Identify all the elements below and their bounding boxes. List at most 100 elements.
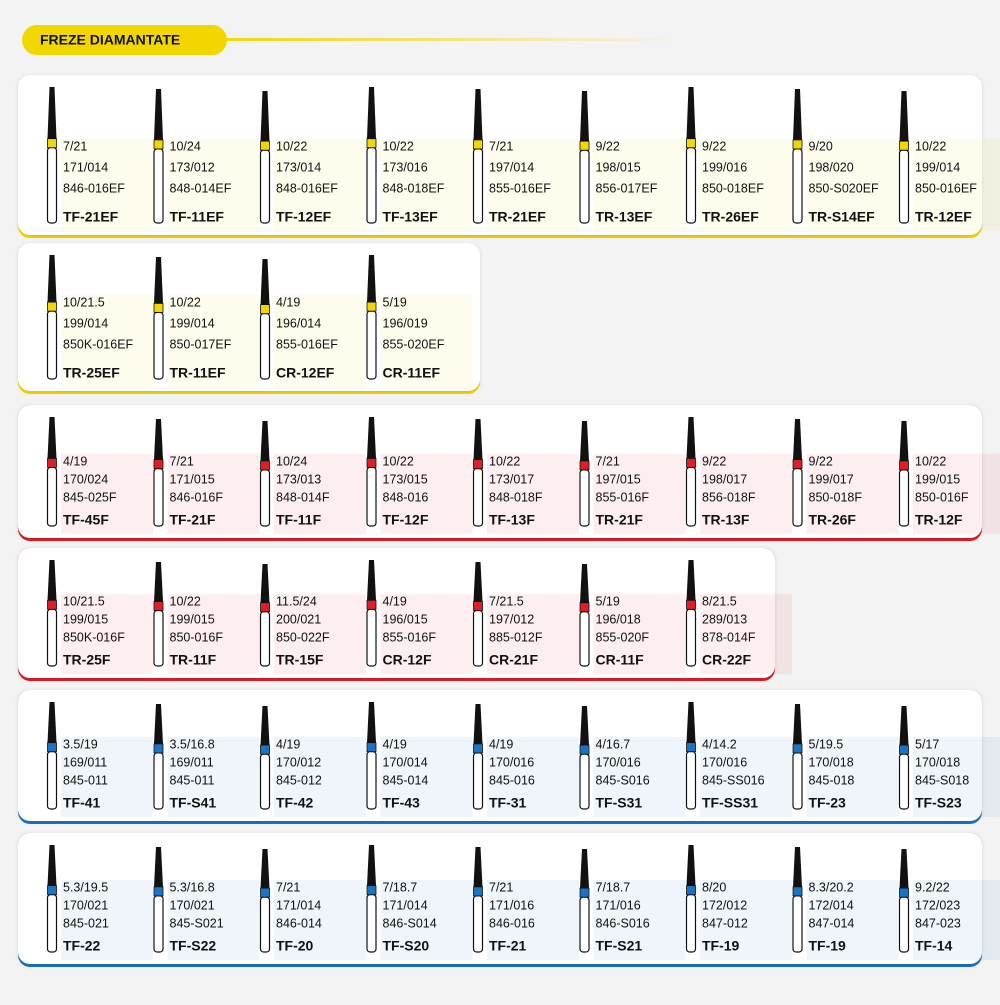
bur-tip	[899, 706, 909, 746]
bur-band	[260, 304, 270, 315]
bur-band	[153, 459, 164, 470]
text-backdrop	[806, 454, 899, 534]
bur-band	[47, 599, 57, 610]
bur-tip	[580, 91, 589, 142]
bur-shank	[259, 896, 271, 953]
bur-tip	[686, 417, 696, 459]
spec-line: 847-014	[809, 916, 855, 930]
bur-band	[366, 458, 377, 468]
text-backdrop	[487, 139, 579, 231]
model-code: TF-43	[383, 795, 421, 811]
spec-line: 8/20	[702, 880, 726, 894]
model-code: TF-S31	[596, 795, 643, 811]
bur-tip	[260, 259, 270, 305]
model-code: TF-23	[809, 795, 847, 811]
spec-line: 845-011	[170, 773, 215, 787]
spec-line: 846-S014	[383, 916, 437, 930]
text-backdrop	[167, 594, 260, 674]
model-code: TR-11F	[170, 652, 217, 668]
text-backdrop	[380, 295, 473, 387]
spec-line: 850-016EF	[915, 181, 977, 195]
text-backdrop	[913, 454, 1000, 534]
spec-line: 855-016F	[596, 490, 650, 504]
bur-band	[47, 885, 57, 896]
spec-line: 7/21.5	[489, 594, 524, 608]
bur-tip	[899, 849, 909, 889]
model-code: TR-12EF	[915, 209, 972, 225]
spec-line: 10/22	[915, 454, 946, 468]
bur-band	[153, 139, 164, 150]
bur-tip	[793, 847, 802, 887]
spec-line: 199/015	[170, 612, 215, 626]
bur-shank	[366, 147, 377, 224]
bur-band	[473, 139, 483, 150]
bur-shank	[46, 608, 58, 667]
spec-line: 196/018	[596, 612, 641, 626]
spec-line: 9/22	[702, 454, 726, 468]
spec-line: 9/20	[809, 139, 833, 153]
spec-line: 850-022F	[276, 630, 330, 644]
spec-line: 171/014	[383, 898, 428, 912]
bur-tip	[473, 89, 483, 140]
spec-line: 169/011	[170, 755, 214, 769]
bur-shank	[898, 896, 910, 953]
spec-line: 845-016	[489, 773, 535, 787]
text-backdrop	[593, 454, 686, 534]
spec-line: 4/19	[276, 295, 300, 309]
bur-shank	[898, 469, 910, 527]
bur-shank	[792, 752, 803, 810]
bur-band	[792, 743, 803, 754]
spec-line: 7/21	[276, 880, 300, 894]
spec-line: 850K-016F	[63, 630, 125, 644]
model-code: TR-26F	[809, 512, 857, 528]
panel	[18, 690, 982, 821]
model-code: TR-12F	[915, 512, 963, 528]
text-backdrop	[274, 594, 366, 674]
bur-shank	[259, 313, 271, 380]
spec-line: 7/18.7	[596, 880, 631, 894]
spec-line: 173/013	[276, 472, 321, 486]
model-code: TF-S21	[596, 938, 643, 954]
spec-line: 170/018	[915, 755, 960, 769]
spec-line: 855-016EF	[276, 337, 338, 351]
bur-shank	[685, 751, 697, 810]
spec-line: 173/016	[383, 160, 428, 174]
text-backdrop	[61, 880, 153, 960]
spec-line: 845-021	[63, 916, 109, 930]
spec-line: 878-014F	[702, 630, 756, 644]
spec-line: 171/014	[63, 160, 108, 174]
spec-line: 846-016	[489, 916, 535, 930]
bur-tip	[47, 560, 57, 601]
bur-shank	[579, 469, 590, 527]
spec-line: 850-016F	[170, 630, 224, 644]
text-backdrop	[61, 737, 153, 817]
spec-line: 845-S021	[170, 916, 224, 930]
text-backdrop	[487, 737, 579, 817]
bur-shank	[685, 466, 697, 527]
text-backdrop	[380, 594, 473, 674]
spec-line: 850-017EF	[170, 337, 232, 351]
spec-line: 848-014F	[276, 490, 330, 504]
bur-tip	[473, 847, 483, 887]
bur-tip	[154, 704, 163, 744]
spec-line: 197/012	[489, 612, 534, 626]
spec-line: 848-016	[383, 490, 429, 504]
bur-tip	[580, 421, 589, 461]
spec-line: 4/19	[489, 737, 513, 751]
text-backdrop	[167, 880, 260, 960]
spec-line: 4/19	[276, 737, 300, 751]
spec-line: 856-017EF	[596, 181, 658, 195]
model-code: CR-21F	[489, 652, 538, 668]
spec-line: 10/21.5	[63, 295, 105, 309]
bur-shank	[366, 894, 377, 953]
bur-band	[579, 887, 590, 898]
spec-line: 11.5/24	[276, 594, 317, 608]
model-code: CR-11EF	[383, 365, 441, 381]
bur-tip	[367, 417, 376, 459]
spec-line: 855-020F	[596, 630, 650, 644]
model-code: TF-11EF	[170, 209, 225, 225]
model-code: TR-25EF	[63, 365, 120, 381]
spec-line: 10/24	[276, 454, 307, 468]
